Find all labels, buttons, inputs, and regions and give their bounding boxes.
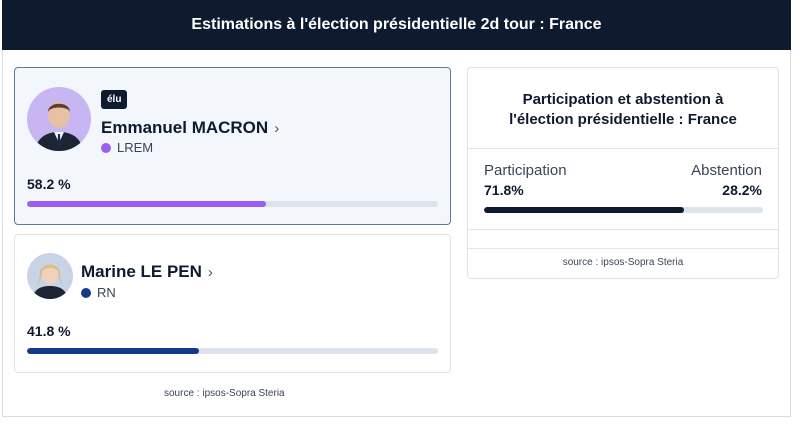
candidate-progress-fill <box>27 201 267 207</box>
portrait-macron-icon <box>27 87 91 151</box>
party-color-dot <box>81 287 91 298</box>
candidate-name[interactable]: Marine LE PEN › <box>81 262 213 282</box>
participation-progress-bar <box>484 207 763 213</box>
candidate-name-text: Emmanuel MACRON <box>101 118 269 137</box>
chevron-right-icon: › <box>207 263 213 281</box>
candidate-progress-fill <box>27 348 199 354</box>
party-label: LREM <box>117 140 154 155</box>
candidate-party: LREM <box>101 140 153 155</box>
candidate-percentage: 41.8 % <box>27 323 71 339</box>
candidate-avatar <box>27 87 91 151</box>
participation-value: 71.8% <box>484 182 524 198</box>
candidate-progress-bar <box>27 348 438 354</box>
abstention-label: Abstention <box>691 162 762 179</box>
candidate-party: RN <box>81 285 116 300</box>
portrait-le-pen-icon <box>27 253 73 299</box>
candidate-card-macron[interactable]: élu Emmanuel MACRON › LREM 58.2 % <box>14 67 451 225</box>
page-title: Estimations à l'élection présidentielle … <box>191 16 602 33</box>
participation-source: source : ipsos-Sopra Steria <box>562 257 684 268</box>
candidates-source: source : ipsos-Sopra Steria <box>164 388 285 399</box>
chevron-right-icon: › <box>274 119 280 137</box>
participation-panel: Participation et abstention à l'élection… <box>467 67 779 279</box>
panel-divider <box>468 248 778 249</box>
participation-title-line2: l'élection présidentielle : France <box>509 111 737 128</box>
party-color-dot <box>101 142 111 153</box>
candidate-card-le-pen[interactable]: Marine LE PEN › RN 41.8 % <box>14 234 451 373</box>
participation-progress-fill <box>484 207 685 213</box>
abstention-value: 28.2% <box>722 182 762 198</box>
candidate-avatar <box>27 253 73 299</box>
panel-divider <box>468 229 778 230</box>
participation-title-line1: Participation et abstention à <box>522 91 724 108</box>
elected-badge: élu <box>101 90 128 109</box>
page-header: Estimations à l'élection présidentielle … <box>2 0 791 50</box>
candidate-progress-bar <box>27 201 438 207</box>
panel-divider <box>468 148 778 149</box>
candidate-name[interactable]: Emmanuel MACRON › <box>101 118 279 138</box>
candidate-percentage: 58.2 % <box>27 176 71 192</box>
candidate-name-text: Marine LE PEN <box>81 262 202 281</box>
participation-label: Participation <box>484 162 567 179</box>
party-label: RN <box>97 285 116 300</box>
